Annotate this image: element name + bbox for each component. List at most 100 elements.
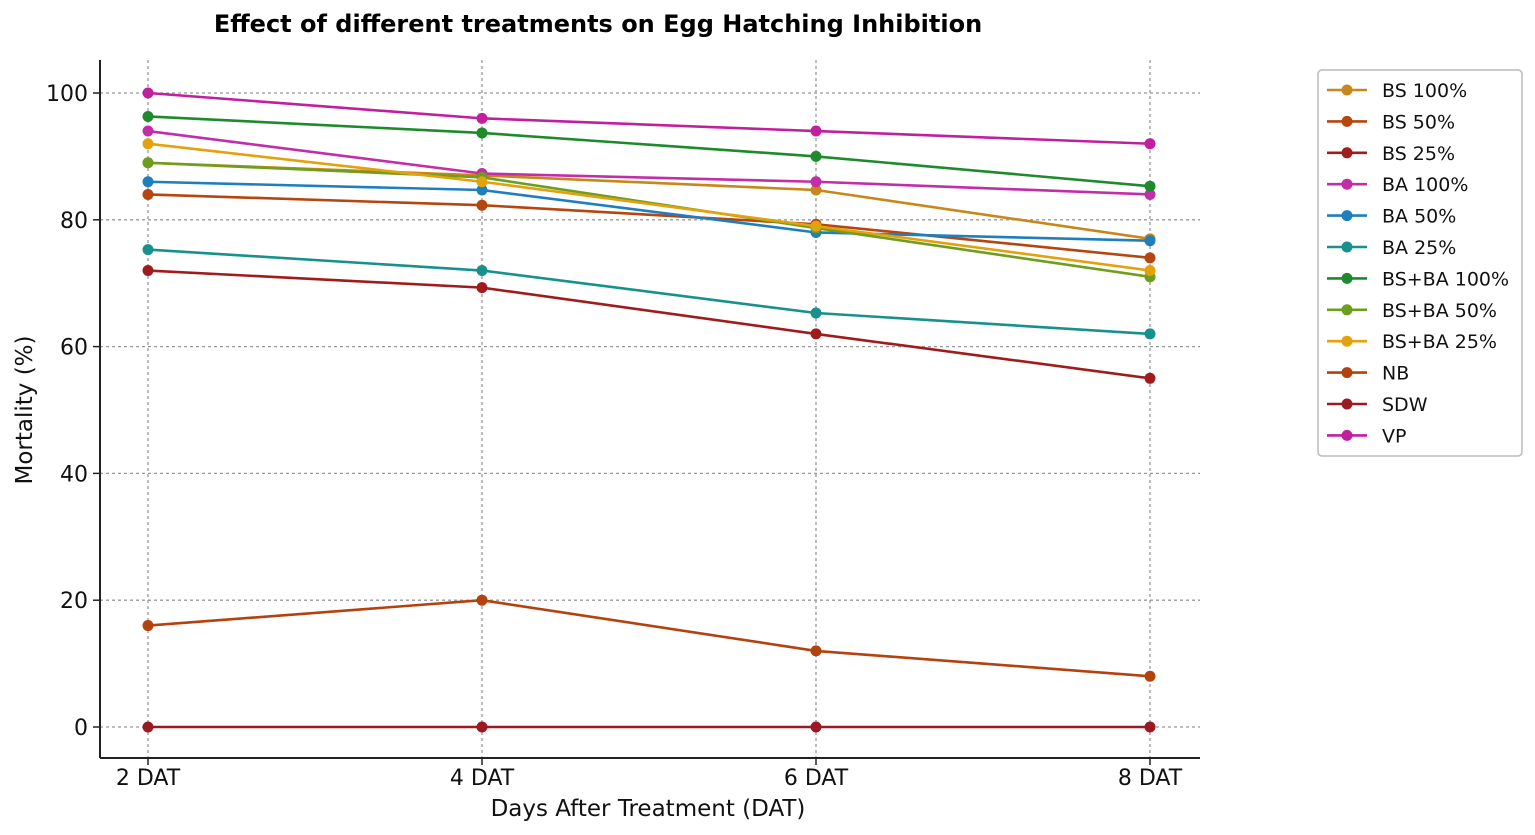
x-ticks: 2 DAT 4 DAT 6 DAT 8 DAT xyxy=(116,758,1183,791)
legend-item-vp: VP xyxy=(1327,425,1406,447)
legend-label: BA 50% xyxy=(1382,206,1456,228)
legend-label: BS 100% xyxy=(1382,80,1467,102)
legend-item-ba-100: BA 100% xyxy=(1327,174,1468,196)
x-tick-label: 6 DAT xyxy=(784,766,849,791)
data-point-bs-ba-100 xyxy=(142,110,154,122)
series-line-bs-ba-100 xyxy=(147,115,1151,188)
series-ba-50 xyxy=(142,176,1156,247)
legend-swatch-marker xyxy=(1341,178,1353,190)
data-point-ba-25 xyxy=(1144,328,1156,340)
y-tick-label: 0 xyxy=(74,716,88,741)
series-line-ba-25 xyxy=(147,248,1151,336)
legend-item-ba-50: BA 50% xyxy=(1327,206,1456,228)
x-tick-label: 2 DAT xyxy=(116,766,181,791)
data-point-bs-ba-100 xyxy=(1144,180,1156,192)
legend-swatch-marker xyxy=(1341,398,1353,410)
series-sdw xyxy=(142,721,1156,733)
data-point-nb xyxy=(142,620,154,632)
data-point-vp xyxy=(476,112,488,124)
data-point-bs-ba-25 xyxy=(1144,265,1156,277)
grid xyxy=(100,60,1200,758)
legend-item-bs-100: BS 100% xyxy=(1327,80,1467,102)
legend-swatch-marker xyxy=(1341,84,1353,96)
y-tick-label: 60 xyxy=(60,336,88,361)
legend-swatch-marker xyxy=(1341,304,1353,316)
legend-label: BS+BA 100% xyxy=(1382,268,1509,290)
data-point-nb xyxy=(476,594,488,606)
series xyxy=(142,87,1156,733)
legend-swatch-marker xyxy=(1341,335,1353,347)
legend-label: NB xyxy=(1382,363,1409,385)
legend-label: BS+BA 25% xyxy=(1382,331,1497,353)
legend-item-bs-ba-100: BS+BA 100% xyxy=(1327,268,1509,290)
data-point-bs-25 xyxy=(476,282,488,294)
series-nb xyxy=(142,594,1156,682)
y-axis-label: Mortality (%) xyxy=(12,335,38,484)
series-bs-25 xyxy=(142,265,1156,384)
legend-item-ba-25: BA 25% xyxy=(1327,237,1456,259)
series-ba-100 xyxy=(142,125,1156,200)
data-point-bs-25 xyxy=(1144,372,1156,384)
data-point-bs-ba-100 xyxy=(476,127,488,139)
series-bs-ba-100 xyxy=(142,110,1156,192)
series-line-vp xyxy=(147,91,1151,146)
legend-swatch-marker xyxy=(1341,272,1353,284)
data-point-vp xyxy=(1144,138,1156,150)
legend-box xyxy=(1317,69,1523,457)
data-point-bs-ba-100 xyxy=(810,150,822,162)
legend-item-bs-25: BS 25% xyxy=(1327,143,1455,165)
x-tick-label: 4 DAT xyxy=(450,766,515,791)
data-point-sdw xyxy=(1144,721,1156,733)
y-tick-label: 20 xyxy=(60,589,88,614)
data-point-ba-100 xyxy=(142,125,154,137)
legend-swatch-marker xyxy=(1341,210,1353,222)
legend-label: BS 25% xyxy=(1382,143,1455,165)
data-point-ba-25 xyxy=(476,265,488,277)
legend-label: VP xyxy=(1382,425,1406,447)
series-bs-ba-25 xyxy=(142,138,1156,277)
y-tick-label: 100 xyxy=(46,82,88,107)
series-ba-25 xyxy=(142,244,1156,340)
data-point-nb xyxy=(810,645,822,657)
data-point-ba-100 xyxy=(1144,188,1156,200)
legend-label: BS 50% xyxy=(1382,111,1455,133)
y-tick-label: 80 xyxy=(60,209,88,234)
data-point-bs-25 xyxy=(810,328,822,340)
series-line-bs-25 xyxy=(147,269,1151,380)
legend: BS 100% BS 50% BS 25% BA 100% BA 50% BA 25% BS… xyxy=(1317,69,1523,457)
data-point-bs-ba-25 xyxy=(810,220,822,232)
chart-title: Effect of different treatments on Egg Ha… xyxy=(214,10,982,38)
data-point-vp xyxy=(142,87,154,99)
data-point-sdw xyxy=(476,721,488,733)
legend-swatch-marker xyxy=(1341,367,1353,379)
legend-item-bs-ba-25: BS+BA 25% xyxy=(1327,331,1497,353)
data-point-bs-ba-25 xyxy=(476,176,488,188)
legend-item-nb: NB xyxy=(1327,363,1409,385)
series-line-ba-100 xyxy=(147,129,1151,196)
legend-swatch-marker xyxy=(1341,115,1353,127)
y-tick-label: 40 xyxy=(60,462,88,487)
legend-swatch-marker xyxy=(1341,241,1353,253)
series-bs-50 xyxy=(142,188,1156,264)
series-vp xyxy=(142,87,1156,150)
y-ticks: 0 20 40 60 80 100 xyxy=(46,82,100,741)
series-line-bs-ba-25 xyxy=(147,142,1151,272)
data-point-ba-50 xyxy=(142,176,154,188)
data-point-bs-ba-25 xyxy=(142,138,154,150)
legend-label: BA 100% xyxy=(1382,174,1468,196)
data-point-bs-50 xyxy=(1144,252,1156,264)
data-point-bs-100 xyxy=(810,184,822,196)
legend-swatch-marker xyxy=(1341,429,1353,441)
series-line-bs-100 xyxy=(147,161,1151,241)
x-axis-label: Days After Treatment (DAT) xyxy=(491,796,806,822)
data-point-bs-50 xyxy=(476,199,488,211)
legend-label: SDW xyxy=(1382,394,1428,416)
series-line-bs-50 xyxy=(147,193,1151,260)
axes xyxy=(99,60,1200,759)
legend-label: BS+BA 50% xyxy=(1382,300,1497,322)
data-point-ba-25 xyxy=(810,307,822,319)
data-point-ba-100 xyxy=(810,176,822,188)
legend-item-sdw: SDW xyxy=(1327,394,1428,416)
legend-item-bs-50: BS 50% xyxy=(1327,111,1455,133)
